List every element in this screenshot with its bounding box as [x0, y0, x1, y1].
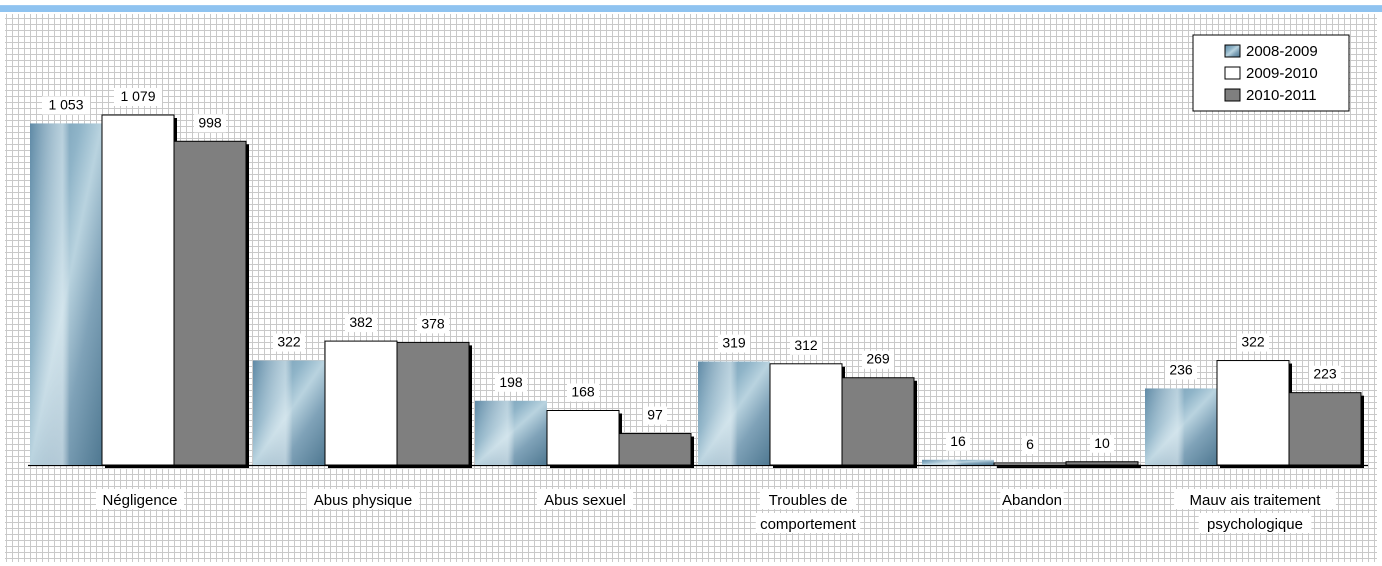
bar-texture — [1145, 388, 1217, 465]
data-label-bg — [790, 336, 822, 355]
bar-texture — [253, 360, 325, 465]
category-label: Abandon — [1002, 492, 1062, 509]
data-label-bg — [643, 406, 667, 425]
legend-label: 2010-2011 — [1246, 87, 1317, 104]
bar-2010-2011-1 — [396, 341, 470, 466]
bar-2010-2011-2 — [618, 433, 692, 466]
category-label-bg — [1000, 489, 1064, 509]
data-label: 322 — [277, 334, 301, 350]
data-label: 6 — [1026, 436, 1034, 452]
bar-2009-2010-0 — [101, 114, 175, 466]
data-label: 1 053 — [48, 96, 83, 112]
data-label: 322 — [1241, 334, 1265, 350]
bar-2009-2010-1 — [324, 340, 398, 466]
data-label-bg — [946, 432, 970, 451]
data-label: 1 079 — [120, 88, 155, 104]
bar-2010-2011-3 — [841, 377, 915, 466]
legend-swatch — [1224, 88, 1241, 102]
data-label: 236 — [1169, 361, 1193, 377]
bar-2010-2011-5 — [1288, 392, 1362, 466]
data-label: 312 — [794, 337, 818, 353]
legend-swatch — [1224, 44, 1241, 58]
legend-label: 2009-2010 — [1246, 65, 1318, 82]
legend: 2008-2009 2009-2010 2010-2011 — [1192, 34, 1350, 112]
bar-2009-2010-2 — [546, 410, 620, 466]
category-label: comportement — [760, 516, 857, 533]
data-label: 168 — [571, 384, 595, 400]
bar-texture — [698, 361, 770, 465]
data-label: 97 — [647, 407, 663, 423]
data-label: 269 — [866, 351, 890, 367]
bar-2009-2010-3 — [769, 363, 843, 466]
data-label-bg — [417, 315, 449, 334]
bar-2010-2011-0 — [173, 140, 247, 466]
data-label-bg — [273, 333, 305, 352]
data-label-bg — [114, 88, 162, 106]
data-label-bg — [194, 114, 226, 133]
data-label-bg — [567, 383, 599, 402]
bar-2010-2011-4 — [1065, 461, 1139, 466]
legend-swatch — [1224, 66, 1241, 80]
bar-texture — [922, 459, 994, 465]
bar-shadow — [997, 466, 1069, 468]
category-label-bg — [1198, 513, 1312, 533]
category-label: Mauv ais traitement — [1190, 492, 1322, 509]
category-label-bg — [536, 489, 634, 509]
data-label-bg — [862, 350, 894, 369]
data-label-bg — [718, 334, 750, 353]
data-label: 223 — [1313, 366, 1337, 382]
data-label: 319 — [722, 335, 746, 351]
data-label: 198 — [499, 374, 523, 390]
category-label: psychologique — [1207, 516, 1303, 533]
legend-box — [1192, 34, 1350, 112]
bar-shadow — [1069, 464, 1141, 468]
data-label-bg — [1309, 365, 1341, 384]
data-label-bg — [1237, 333, 1269, 352]
bar-texture — [475, 400, 547, 465]
data-label-bg — [345, 314, 377, 333]
category-label-bg — [96, 489, 184, 509]
category-label-bg — [755, 513, 861, 533]
category-label: Troubles de — [769, 492, 848, 509]
category-label-bg — [306, 489, 420, 509]
data-label-bg — [1165, 361, 1197, 380]
category-label: Abus physique — [314, 492, 412, 509]
category-label-bg — [759, 489, 857, 509]
bar-texture — [30, 123, 102, 465]
data-label: 10 — [1094, 435, 1110, 451]
data-label-bg — [42, 96, 90, 115]
data-label: 382 — [349, 314, 373, 330]
data-label-bg — [1022, 436, 1038, 455]
data-label: 378 — [421, 315, 445, 331]
data-label-bg — [1090, 434, 1114, 453]
data-label-bg — [495, 373, 527, 392]
category-label: Abus sexuel — [544, 492, 626, 509]
category-label-bg — [1174, 489, 1336, 509]
top-rule — [0, 0, 1382, 12]
bar-2009-2010-5 — [1216, 360, 1290, 466]
category-label: Négligence — [102, 492, 177, 509]
legend-label: 2008-2009 — [1246, 43, 1318, 60]
data-label: 16 — [950, 433, 966, 449]
plot-layer: 1 053 1 079 998 Négligence 322 382 378 Abus phy… — [28, 88, 1368, 533]
bar-2009-2010-4 — [993, 462, 1067, 466]
data-label: 998 — [198, 114, 222, 130]
